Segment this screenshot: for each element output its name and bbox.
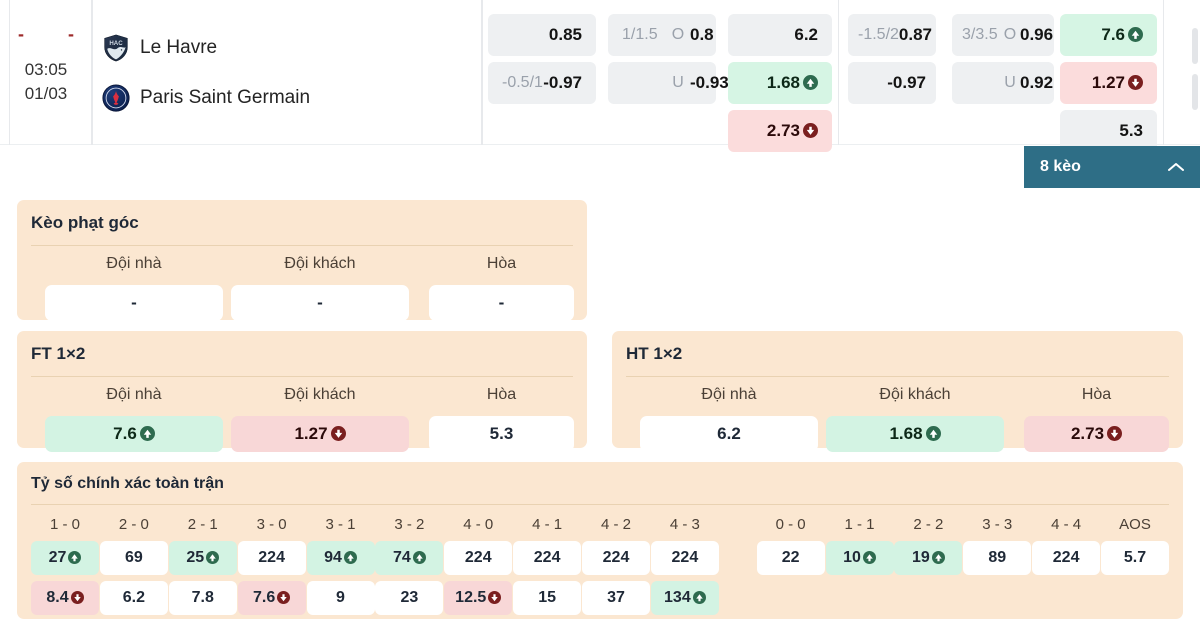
svg-text:HAC: HAC xyxy=(109,40,123,47)
